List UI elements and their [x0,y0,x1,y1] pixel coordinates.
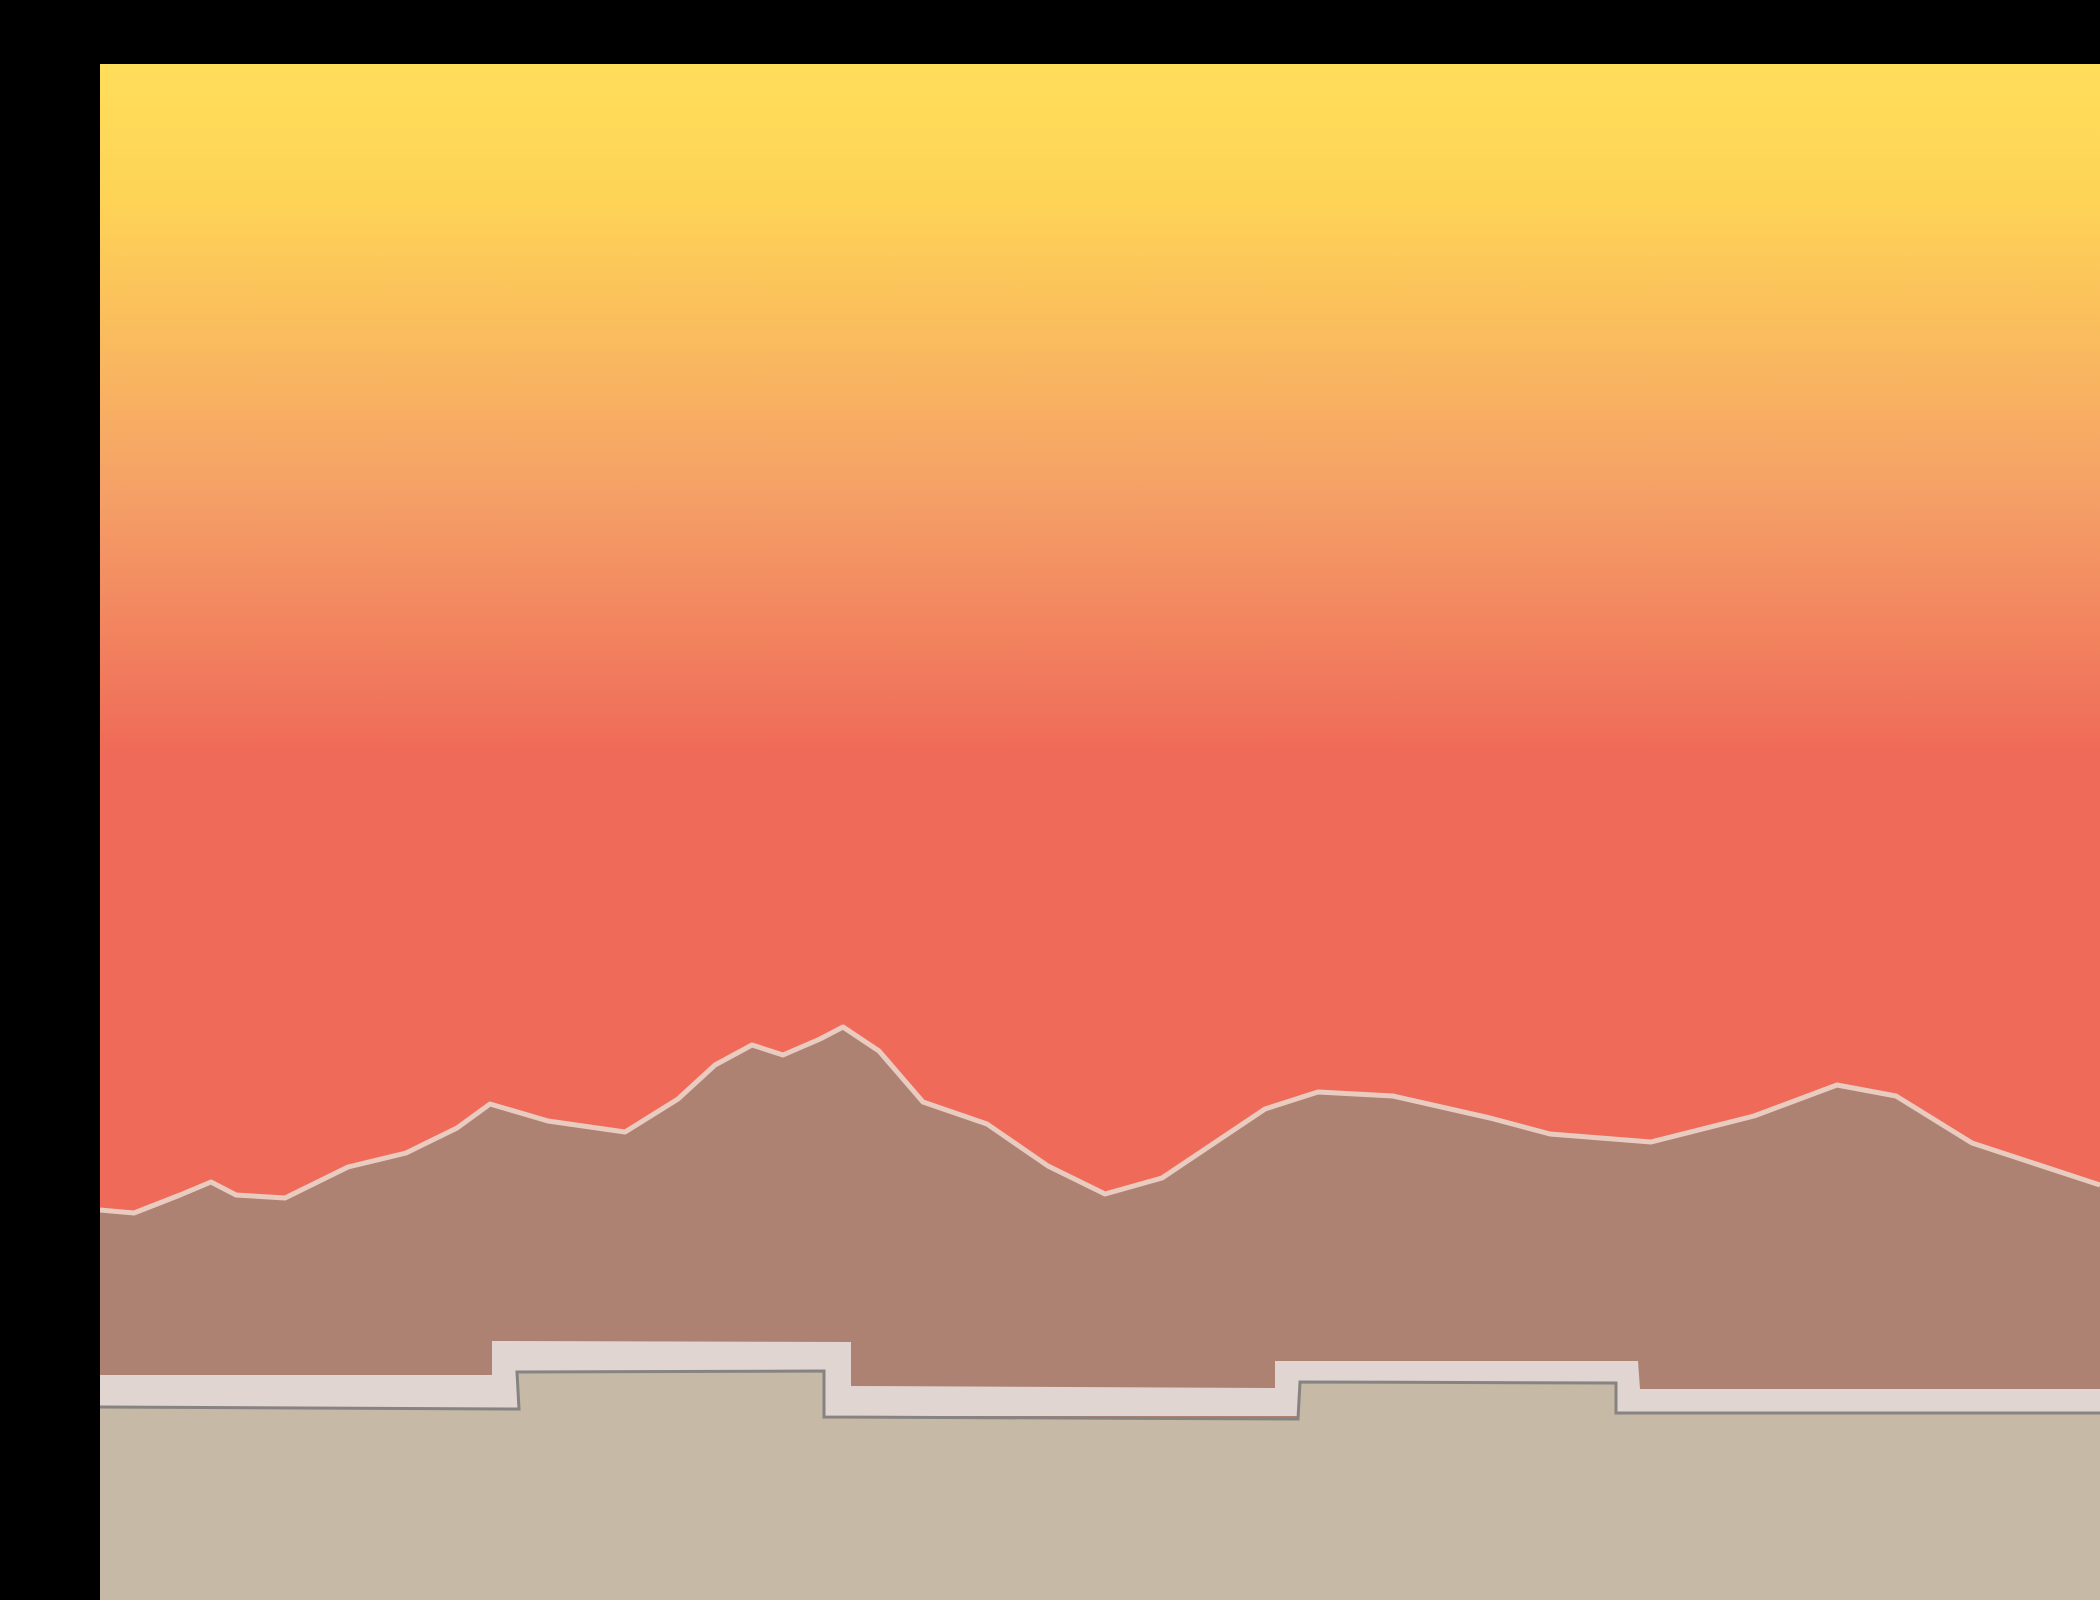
mountain-ridge-outline [100,1024,2100,1216]
sand-ground [100,1371,2100,1600]
game-viewport[interactable] [100,64,2100,1600]
ground-edge-outline [100,1369,2100,1421]
game-scene [100,64,2100,1600]
